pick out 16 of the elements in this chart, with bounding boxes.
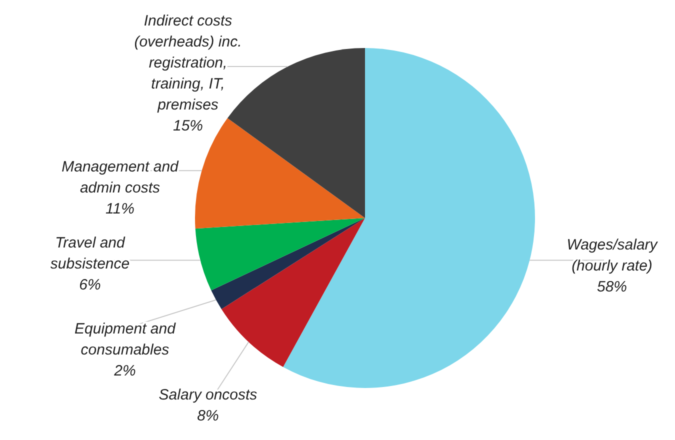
data-label: 15% bbox=[172, 118, 204, 134]
data-label: 58% bbox=[596, 278, 628, 296]
data-label: 11% bbox=[106, 200, 134, 218]
slice-label: Equipment and consumables bbox=[74, 320, 176, 358]
pie-slice bbox=[283, 48, 535, 388]
slice-label: Salary oncosts bbox=[158, 386, 258, 404]
pie-slice bbox=[211, 218, 365, 310]
pie-slice bbox=[227, 48, 365, 218]
slice-label: Indirect costs (overheads) inc. registration, training, IT, premises bbox=[134, 12, 242, 114]
data-label: 6% bbox=[79, 276, 101, 294]
slice-label: Travel and subsistence bbox=[50, 234, 130, 272]
data-label: 8% bbox=[197, 408, 219, 424]
pie-slice bbox=[221, 218, 365, 367]
pie-slice bbox=[195, 218, 365, 290]
slice-label: Wages/salary (hourly rate) bbox=[566, 236, 659, 274]
data-label: 2% bbox=[113, 362, 136, 380]
